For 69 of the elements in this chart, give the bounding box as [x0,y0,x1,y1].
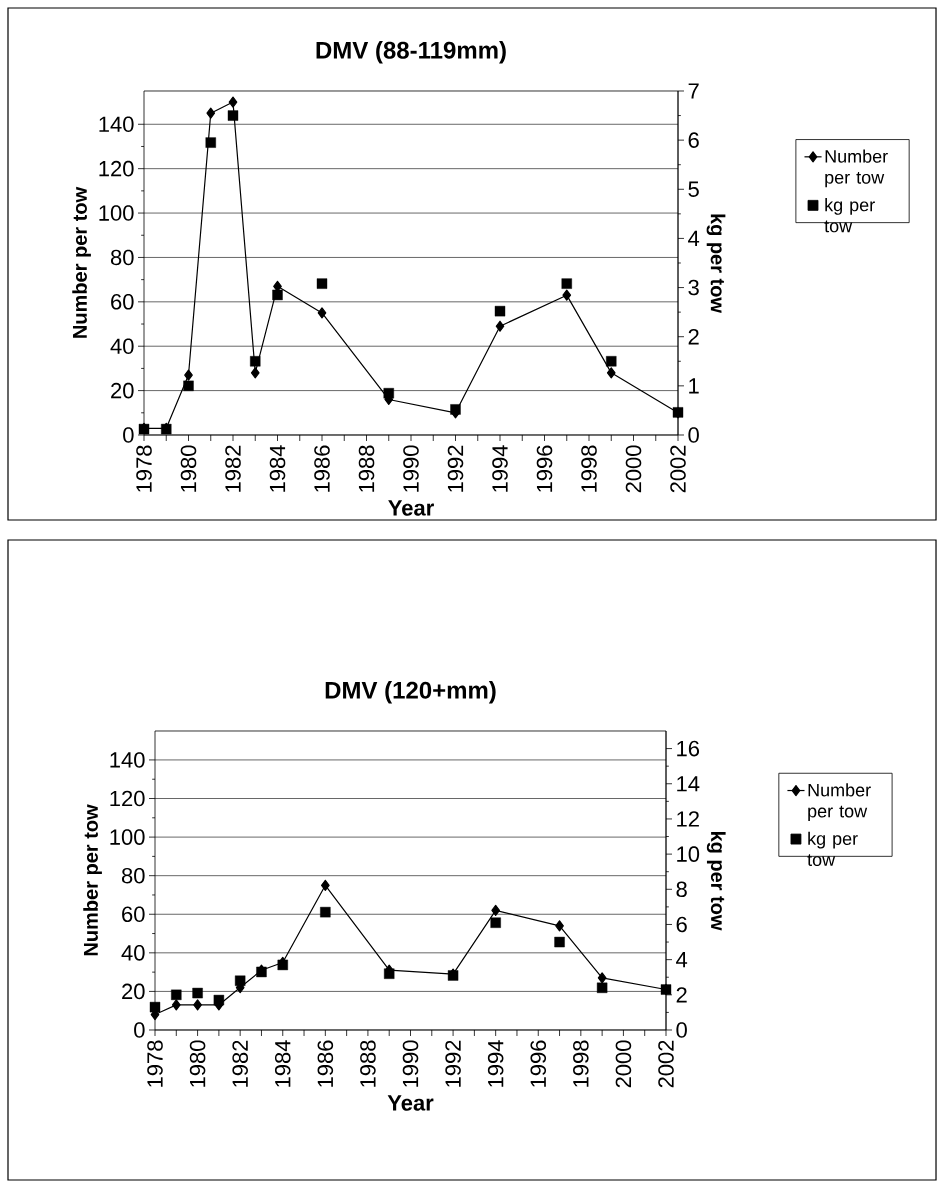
x-tick-label: 1982 [232,1040,248,1087]
y-axis-title: Number per tow [83,804,102,956]
x-tick-label: 1994 [487,1040,504,1087]
y-tick-label: 80 [121,867,145,884]
x-tick-label: 1988 [360,1040,376,1087]
y2-tick-label: 1 [689,378,699,394]
y2-tick-label: 5 [688,181,699,197]
x-tick-label: 1990 [402,1040,419,1087]
y-tick-label: 20 [111,382,134,399]
chart-title: DMV (88-119mm) [316,41,506,64]
x-tick-label: 1978 [136,445,152,492]
x-tick-label: 1978 [147,1040,163,1087]
x-tick-label: 1994 [492,445,508,492]
y-tick-label: 0 [134,1022,145,1038]
x-tick-label: 1980 [189,1040,206,1087]
x-tick-label: 1988 [358,445,375,492]
y-tick-label: 40 [110,338,134,355]
y-tick-label: 60 [122,906,145,923]
y2-tick-label: 2 [688,329,699,345]
x-tick-label: 1984 [269,445,286,492]
x-tick-label: 2000 [625,445,642,493]
y-tick-label: 80 [110,249,134,266]
y2-tick-label: 6 [676,916,687,933]
y-tick-label: 100 [110,829,145,845]
y2-axis-title: kg per tow [706,214,726,314]
y2-tick-label: 3 [688,279,699,296]
y2-tick-label: 0 [688,427,699,443]
x-axis-title: Year [388,500,434,516]
x-tick-label: 1986 [314,445,330,492]
y-tick-label: 120 [110,790,145,807]
x-tick-label: 1984 [274,1040,291,1087]
y2-tick-label: 4 [688,230,700,246]
y2-tick-label: 2 [676,987,687,1003]
y2-tick-label: 8 [676,881,687,898]
x-tick-label: 1990 [403,445,419,492]
y-tick-label: 120 [99,160,134,177]
x-tick-label: 1996 [536,445,553,492]
x-tick-label: 1992 [445,1040,461,1087]
y2-tick-label: 10 [677,846,700,862]
x-tick-label: 2000 [615,1040,632,1088]
x-tick-label: 2002 [670,445,686,493]
y-tick-label: 100 [99,205,134,221]
x-tick-label: 1998 [573,1040,589,1087]
y2-tick-label: 16 [677,740,700,757]
y2-tick-label: 0 [676,1022,687,1038]
x-tick-label: 1998 [581,445,597,492]
x-tick-label: 1992 [447,445,464,492]
y2-tick-label: 6 [688,132,699,148]
y-tick-label: 40 [121,945,145,961]
y-tick-label: 0 [123,427,134,443]
y-tick-label: 140 [99,116,134,133]
x-tick-label: 2002 [658,1040,674,1088]
y2-tick-label: 12 [677,811,699,827]
chart-title: DMV (120+mm) [325,681,496,704]
y-tick-label: 140 [110,752,145,768]
x-tick-label: 1980 [180,445,197,492]
x-tick-label: 1986 [317,1040,334,1087]
y-tick-label: 20 [122,983,145,1000]
y-tick-label: 60 [111,294,134,310]
legend-label: kg per tow [807,831,858,867]
x-tick-label: 1996 [530,1040,547,1087]
y2-tick-label: 4 [676,952,688,968]
legend-label: kg per tow [824,198,875,233]
y-axis-title: Number per tow [72,186,91,338]
x-tick-label: 1982 [225,445,241,492]
x-axis-title: Year [387,1095,434,1111]
y2-axis-title: kg per tow [706,831,726,931]
y2-tick-label: 14 [677,776,700,792]
y2-tick-label: 7 [688,83,699,99]
